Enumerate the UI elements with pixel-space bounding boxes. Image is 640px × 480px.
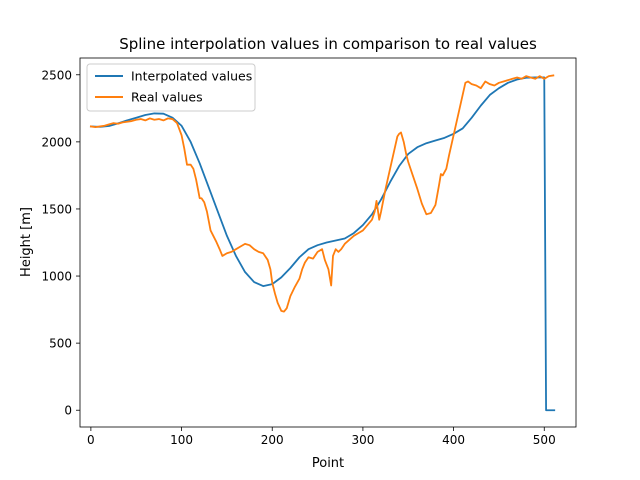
y-tick-label: 2000 — [41, 135, 72, 149]
plot-area — [79, 57, 577, 428]
x-tick-label: 0 — [87, 433, 95, 447]
series-line-real — [89, 74, 555, 313]
y-axis-ticks: 0 500 1000 1500 2000 2500 — [41, 68, 80, 418]
legend-label-interpolated: Interpolated values — [131, 69, 252, 84]
legend-label-real: Real values — [131, 90, 203, 105]
legend: Interpolated values Real values — [86, 63, 256, 112]
axes-frame — [79, 57, 577, 428]
x-tick-label: 100 — [170, 433, 193, 447]
series-line-interpolated — [89, 76, 556, 412]
legend-box — [86, 63, 256, 112]
y-tick-label: 2500 — [41, 68, 72, 82]
y-axis-label: Height [m] — [19, 207, 34, 277]
x-tick-label: 500 — [533, 433, 556, 447]
y-tick-label: 1500 — [41, 202, 72, 216]
x-tick-label: 400 — [442, 433, 465, 447]
y-tick-label: 1000 — [41, 270, 72, 284]
x-tick-label: 300 — [351, 433, 374, 447]
y-tick-label: 500 — [49, 337, 72, 351]
series-layer — [89, 74, 556, 412]
chart-title: Spline interpolation values in compariso… — [119, 35, 537, 53]
x-tick-label: 200 — [261, 433, 284, 447]
y-tick-label: 0 — [64, 404, 72, 418]
x-axis-label: Point — [312, 456, 344, 471]
x-axis-ticks: 0 100 200 300 400 500 — [87, 427, 556, 447]
